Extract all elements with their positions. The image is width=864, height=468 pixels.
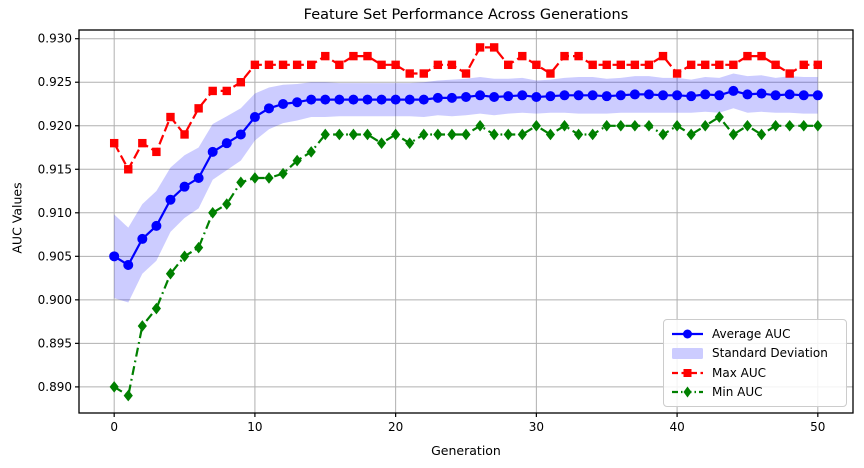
series-max-auc	[109, 43, 823, 174]
y-tick-label: 0.930	[38, 32, 72, 46]
min-auc-dashdot-diamond-icon	[671, 384, 704, 400]
x-tick-label: 40	[669, 420, 684, 434]
y-tick-label: 0.920	[38, 119, 72, 133]
legend-item-standard-deviation: Standard Deviation	[671, 344, 846, 363]
legend-label: Average AUC	[712, 326, 791, 341]
x-tick-label: 10	[247, 420, 262, 434]
grid-lines	[79, 30, 853, 413]
axis-ticks: 0 10 20 30 40 50 0.890 0.895 0.900 0.905 0.910 0.91…	[38, 32, 826, 434]
x-tick-label: 50	[810, 420, 825, 434]
y-tick-label: 0.890	[38, 380, 72, 394]
y-axis-label: AUC Values	[9, 182, 25, 254]
legend-label: Max AUC	[712, 365, 766, 380]
legend-label: Standard Deviation	[712, 346, 828, 361]
y-tick-label: 0.925	[38, 75, 72, 89]
series-min-auc	[109, 111, 823, 402]
y-tick-label: 0.910	[38, 206, 72, 220]
x-tick-label: 0	[110, 420, 118, 434]
plot-frame	[78, 29, 854, 414]
legend-item-min-auc: Min AUC	[671, 383, 846, 402]
max-auc-dashed-square-icon	[671, 365, 704, 381]
y-tick-label: 0.915	[38, 162, 72, 176]
chart-title: Feature Set Performance Across Generatio…	[303, 7, 629, 23]
series-average-auc	[109, 85, 823, 271]
average-auc-line-circle-icon	[671, 326, 704, 342]
standard-deviation-patch-icon	[671, 345, 704, 361]
std-deviation-band	[114, 73, 818, 303]
y-tick-label: 0.905	[38, 249, 72, 263]
legend-label: Min AUC	[712, 385, 763, 400]
legend-item-average-auc: Average AUC	[671, 324, 846, 343]
legend: Average AUC Standard Deviation Max AUC M…	[663, 319, 847, 407]
x-axis-label: Generation	[431, 443, 501, 458]
legend-item-max-auc: Max AUC	[671, 363, 846, 382]
y-tick-label: 0.900	[38, 293, 72, 307]
x-tick-label: 30	[529, 420, 544, 434]
y-tick-label: 0.895	[38, 336, 72, 350]
x-tick-label: 20	[388, 420, 403, 434]
